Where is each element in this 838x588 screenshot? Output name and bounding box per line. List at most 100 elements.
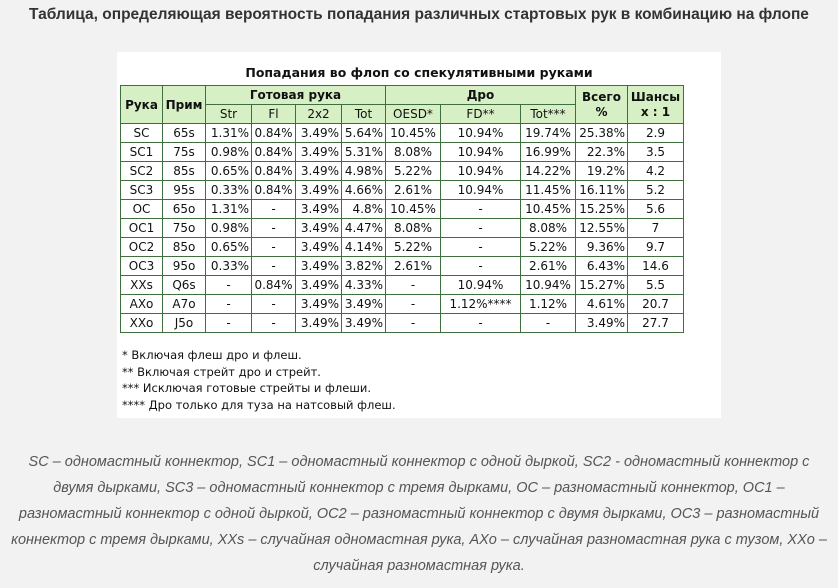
table-cell: 10.94% [520, 275, 576, 295]
table-cell: 15.25% [575, 199, 628, 219]
table-cell: XXo [120, 313, 163, 333]
table-cell: 0.65% [205, 237, 252, 257]
table-cell: 20.7 [627, 294, 684, 314]
table-cell: 0.98% [205, 218, 252, 238]
table-cell: 2.9 [627, 123, 684, 143]
table-cell: 16.11% [575, 180, 628, 200]
table-cell: 3.49% [295, 180, 342, 200]
table-cell: 1.31% [205, 123, 252, 143]
table-cell: - [251, 313, 296, 333]
table-cell: 14.6 [627, 256, 684, 276]
table-footnotes: * Включая флеш дро и флеш. ** Включая стр… [122, 347, 396, 413]
header-draw: Дро [385, 85, 576, 105]
table-cell: A7o [162, 294, 206, 314]
table-cell: 10.94% [440, 123, 521, 143]
table-row: XXs Q6s -0.84% 3.49% 4.33% -10.94% 10.94% 15.27… [120, 275, 684, 295]
table-cell: 3.49% [575, 313, 628, 333]
table-cell: - [440, 313, 521, 333]
table-cell: 8.08% [385, 218, 441, 238]
table-cell: SC [120, 123, 163, 143]
table-row: SC1 75s 0.98% 0.84% 3.49% 5.31% 8.08% 10.94% 16.… [120, 142, 684, 162]
header-odds-line2: x : 1 [640, 104, 671, 119]
table-cell: 0.98% [205, 142, 252, 162]
table-row: OC1 75o 0.98% -3.49% 4.47% 8.08% -8.08% 12.55% 7 [120, 218, 684, 238]
table-cell: 65s [162, 123, 206, 143]
table-cell: 3.49% [341, 313, 386, 333]
table-cell: 5.22% [385, 161, 441, 181]
table-cell: 3.49% [295, 161, 342, 181]
table-cell: 3.5 [627, 142, 684, 162]
table-cell: 2.61% [520, 256, 576, 276]
table-cell: 3.49% [295, 294, 342, 314]
table-cell: 4.14% [341, 237, 386, 257]
table-cell: 0.84% [251, 180, 296, 200]
table-cell: SC1 [120, 142, 163, 162]
table-image-panel: Попадания во флоп со спекулятивными рука… [117, 52, 721, 418]
header-made-hand: Готовая рука [205, 85, 386, 105]
table-cell: 65o [162, 199, 206, 219]
table-cell: 4.47% [341, 218, 386, 238]
table-cell: - [251, 199, 296, 219]
header-total: Всего % [575, 85, 628, 124]
table-cell: 0.65% [205, 161, 252, 181]
table-cell: 75o [162, 218, 206, 238]
table-cell: - [251, 218, 296, 238]
header-odds: Шансы x : 1 [627, 85, 684, 124]
table-cell: 0.33% [205, 256, 252, 276]
table-cell: 6.43% [575, 256, 628, 276]
subheader-cell: 2x2 [295, 104, 342, 124]
table-row: SC3 95s 0.33% 0.84% 3.49% 4.66% 2.61% 10.94% 11.… [120, 180, 684, 200]
table-cell: - [205, 313, 252, 333]
table-cell: 14.22% [520, 161, 576, 181]
table-cell: 0.84% [251, 275, 296, 295]
table-cell: - [205, 275, 252, 295]
table-cell: 1.31% [205, 199, 252, 219]
table-cell: 8.08% [520, 218, 576, 238]
footnote: * Включая флеш дро и флеш. [122, 348, 302, 362]
table-cell: - [251, 294, 296, 314]
table-cell: 3.49% [295, 237, 342, 257]
table-row: OC2 85o 0.65% -3.49% 4.14% 5.22% -5.22% 9.36% 9.… [120, 237, 684, 257]
table-cell: 10.45% [385, 199, 441, 219]
table-cell: J5o [162, 313, 206, 333]
page-heading: Таблица, определяющая вероятность попада… [29, 6, 809, 23]
table-cell: 85s [162, 161, 206, 181]
table-cell: 7 [627, 218, 684, 238]
table-cell: 3.49% [295, 275, 342, 295]
table-cell: 3.49% [295, 199, 342, 219]
table-row: SC2 85s 0.65% 0.84% 3.49% 4.98% 5.22% 10.94% 14.… [120, 161, 684, 181]
table-cell: - [440, 237, 521, 257]
table-cell: 10.94% [440, 142, 521, 162]
table-cell: - [205, 294, 252, 314]
table-cell: 3.49% [295, 142, 342, 162]
table-cell: 75s [162, 142, 206, 162]
header-odds-line1: Шансы [630, 89, 681, 104]
table-cell: 19.74% [520, 123, 576, 143]
table-cell: 5.2 [627, 180, 684, 200]
table-cell: - [440, 199, 521, 219]
table-cell: 5.64% [341, 123, 386, 143]
subheader-cell: Fl [251, 104, 296, 124]
hand-legend-text: SC – одномастный коннектор, SC1 – однома… [11, 454, 827, 574]
table-cell: 3.49% [295, 218, 342, 238]
table-cell: 12.55% [575, 218, 628, 238]
table-cell: 10.94% [440, 161, 521, 181]
table-cell: SC3 [120, 180, 163, 200]
table-cell: 2.61% [385, 180, 441, 200]
table-cell: 3.49% [295, 313, 342, 333]
table-cell: 4.98% [341, 161, 386, 181]
table-cell: Q6s [162, 275, 206, 295]
table-cell: 4.2 [627, 161, 684, 181]
table-cell: - [385, 313, 441, 333]
table-cell: 10.45% [385, 123, 441, 143]
table-cell: OC3 [120, 256, 163, 276]
table-cell: 85o [162, 237, 206, 257]
footnote: **** Дро только для туза на натсовый фле… [122, 397, 396, 412]
header-total-line1: Всего [582, 89, 621, 104]
table-cell: 1.12% [520, 294, 576, 314]
table-cell: - [520, 313, 576, 333]
table-cell: - [251, 237, 296, 257]
table-cell: 1.12%**** [440, 294, 521, 314]
table-cell: 3.82% [341, 256, 386, 276]
table-row: AXo A7o - -3.49% 3.49% -1.12%**** 1.12% 4.61% 20… [120, 294, 684, 314]
